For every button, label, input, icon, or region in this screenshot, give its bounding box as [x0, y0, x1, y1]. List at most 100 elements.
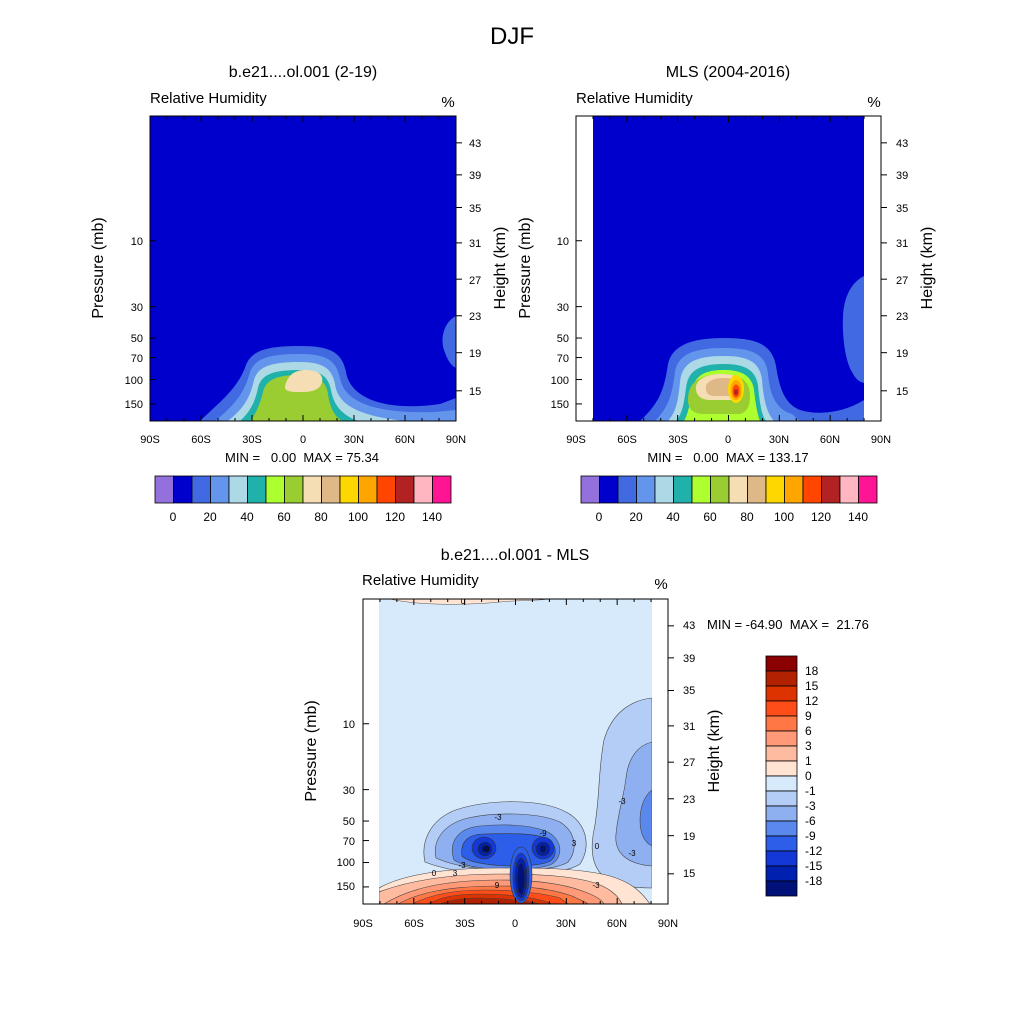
- y-tick-label: 50: [343, 816, 355, 828]
- colorbar-swatch: [636, 475, 656, 504]
- x-tick-label: 90N: [871, 434, 891, 446]
- contour-band-130: [734, 389, 738, 395]
- y-tick-labels: 10 30 50 70 100 150: [125, 236, 143, 411]
- y-tick-label: 30: [131, 302, 143, 314]
- axis-ticks: [575, 116, 887, 421]
- y-right-tick-label: 15: [469, 386, 481, 398]
- contour-band-sh-18: [481, 844, 489, 854]
- y-tick-label: 50: [131, 333, 143, 345]
- contour-label: 3: [453, 869, 458, 878]
- x-tick-label: 60N: [820, 434, 840, 446]
- y-right-tick-labels: 43 39 35 31 27 23 19 15: [469, 138, 481, 398]
- colorbar-label: -9: [805, 829, 816, 843]
- colorbar-label: 80: [314, 510, 328, 524]
- x-tick-label: 30S: [668, 434, 688, 446]
- colorbar-label: 1: [805, 754, 812, 768]
- contour-label: 0: [595, 842, 600, 851]
- unit-label: %: [654, 576, 667, 593]
- colorbar-label: 0: [170, 510, 177, 524]
- x-tick-label: 90N: [446, 434, 466, 446]
- y-right-tick-labels: 43 39 35 31 27 23 19 15: [683, 620, 695, 880]
- x-tick-label: 60S: [617, 434, 637, 446]
- y-right-tick-label: 39: [469, 170, 481, 182]
- colorbar-label: 60: [277, 510, 291, 524]
- contour-band-polar: [842, 276, 864, 383]
- colorbar-swatch: [765, 475, 785, 504]
- y-right-tick-label: 43: [896, 138, 908, 150]
- colorbar-swatch: [765, 730, 798, 747]
- contour-label: -9: [482, 845, 490, 854]
- min-max-label: MIN = -64.90 MAX = 21.76: [707, 617, 869, 632]
- y-right-tick-label: 19: [896, 348, 908, 360]
- x-tick-label: 30N: [556, 918, 576, 930]
- panel-mls: MLS (2004-2016) Relative Humidity % 90S …: [517, 64, 936, 524]
- variable-label: Relative Humidity: [576, 90, 693, 107]
- y-right-tick-label: 15: [683, 868, 695, 880]
- colorbar-label: 9: [805, 709, 812, 723]
- y-tick-label: 30: [343, 785, 355, 797]
- y-tick-label: 100: [551, 375, 569, 387]
- x-tick-label: 90S: [566, 434, 586, 446]
- y-axis-label: Pressure (mb): [517, 217, 534, 318]
- colorbar-swatch: [765, 820, 798, 837]
- y-right-tick-labels: 43 39 35 31 27 23 19 15: [896, 138, 908, 398]
- colorbar-swatch: [747, 475, 767, 504]
- colorbar: [765, 655, 798, 897]
- y-tick-label: 100: [337, 857, 355, 869]
- min-max-label: MIN = 0.00 MAX = 75.34: [225, 450, 379, 465]
- colorbar-swatch: [154, 475, 174, 504]
- y-tick-label: 50: [557, 333, 569, 345]
- x-tick-labels: 90S 60S 30S 0 30N 60N 90N: [353, 918, 678, 930]
- colorbar-label: 100: [348, 510, 368, 524]
- colorbar-swatch: [580, 475, 600, 504]
- y-axis-label: Pressure (mb): [303, 700, 320, 801]
- colorbar-swatch: [265, 475, 285, 504]
- panel-model: b.e21....ol.001 (2-19) Relative Humidity…: [90, 64, 509, 524]
- y-tick-label: 10: [131, 236, 143, 248]
- colorbar-swatch: [210, 475, 230, 504]
- y-right-tick-label: 31: [896, 238, 908, 250]
- colorbar-swatch: [247, 475, 267, 504]
- colorbar-label: 60: [703, 510, 717, 524]
- colorbar-swatch: [413, 475, 433, 504]
- contour-field: 0 -3 -9 -9 3 -3 0 3 9 -3 -3 0 -3: [379, 597, 652, 904]
- axis-ticks: [362, 599, 674, 904]
- panel-difference: b.e21....ol.001 - MLS Relative Humidity …: [303, 547, 869, 930]
- x-tick-label: 90S: [140, 434, 160, 446]
- y-tick-label: 70: [557, 353, 569, 365]
- colorbar-swatch: [821, 475, 841, 504]
- colorbar-swatch: [728, 475, 748, 504]
- y-right-tick-label: 35: [683, 685, 695, 697]
- colorbar-swatch: [228, 475, 248, 504]
- colorbar-swatch: [765, 745, 798, 762]
- colorbar-label: 140: [422, 510, 442, 524]
- colorbar-label: 20: [629, 510, 643, 524]
- y-tick-labels: 10 30 50 70 100 150: [337, 719, 355, 893]
- panel-title: b.e21....ol.001 (2-19): [229, 64, 378, 81]
- y-right-tick-label: 31: [469, 238, 481, 250]
- contour-label: 0: [461, 597, 466, 606]
- colorbar-label: -12: [805, 844, 823, 858]
- x-tick-label: 30S: [242, 434, 262, 446]
- colorbar-labels: 0 20 40 60 80 100 120 140: [596, 510, 869, 524]
- colorbar-swatch: [654, 475, 674, 504]
- y-tick-label: 150: [551, 399, 569, 411]
- colorbar-swatch: [765, 805, 798, 822]
- colorbar-swatch: [339, 475, 359, 504]
- colorbar-swatch: [765, 700, 798, 717]
- colorbar-swatch: [321, 475, 341, 504]
- colorbar-label: 15: [805, 679, 819, 693]
- contour-band-nh-18: [539, 844, 547, 854]
- colorbar-swatch: [395, 475, 415, 504]
- y-right-tick-label: 19: [683, 831, 695, 843]
- y-tick-label: 150: [337, 881, 355, 893]
- unit-label: %: [867, 94, 880, 111]
- y-right-tick-label: 23: [896, 311, 908, 323]
- colorbar-label: -18: [805, 874, 823, 888]
- colorbar-swatch: [802, 475, 822, 504]
- x-tick-label: 30N: [344, 434, 364, 446]
- colorbar-swatch: [765, 760, 798, 777]
- colorbar-swatch: [691, 475, 711, 504]
- y-right-tick-label: 27: [683, 757, 695, 769]
